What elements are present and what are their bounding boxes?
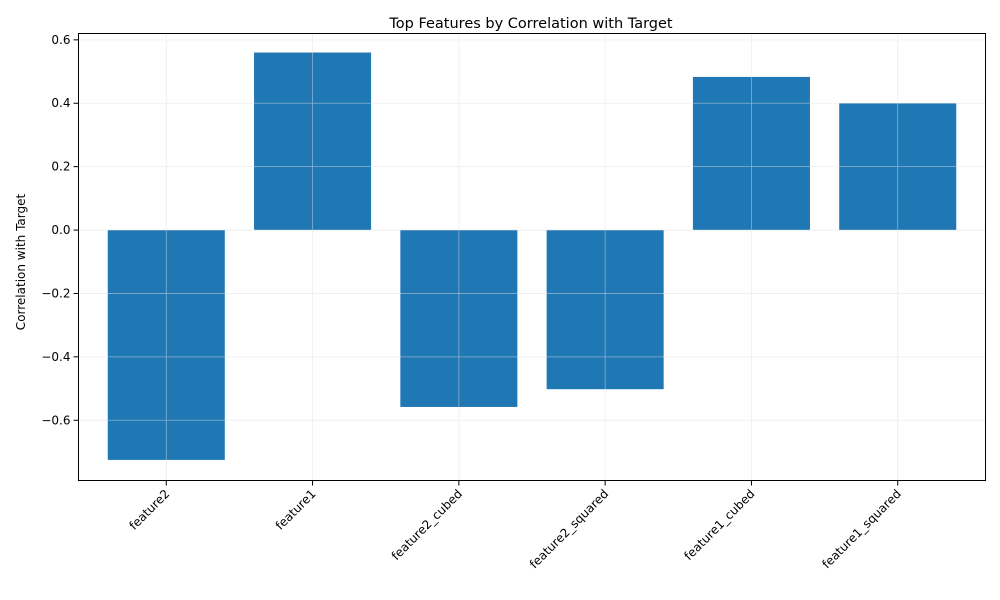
x-tick-label: feature2_squared — [527, 487, 611, 571]
y-axis-label: Correlation with Target — [14, 194, 28, 331]
y-tick-label: 0.4 — [51, 96, 70, 110]
y-tick-label: −0.2 — [41, 286, 70, 300]
y-tick-label: −0.4 — [41, 350, 70, 364]
y-tick-label: −0.6 — [41, 413, 70, 427]
x-tick-label: feature2_cubed — [389, 487, 465, 563]
x-tick-label: feature1_cubed — [681, 487, 757, 563]
bars — [107, 52, 957, 460]
x-tick-label: feature1 — [273, 487, 319, 533]
x-tick-label: feature2 — [126, 487, 172, 533]
y-tick-label: 0.2 — [51, 160, 70, 174]
grid — [78, 33, 986, 481]
chart-title: Top Features by Correlation with Target — [388, 16, 673, 32]
y-tick-label: 0.6 — [51, 33, 70, 47]
x-tick-label: feature1_squared — [819, 487, 903, 571]
y-axis: −0.6 −0.4 −0.2 0.0 0.2 0.4 0.6 — [41, 33, 79, 427]
x-axis: feature2 feature1 feature2_cubed feature2_s… — [126, 480, 904, 571]
y-tick-label: 0.0 — [51, 223, 70, 237]
plot-frame — [78, 33, 986, 481]
